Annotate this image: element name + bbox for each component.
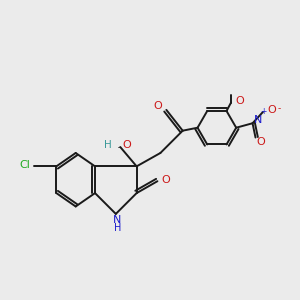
Text: .: . [117, 138, 121, 151]
Text: O: O [268, 105, 276, 115]
Text: O: O [235, 96, 244, 106]
Text: O: O [256, 137, 265, 147]
Text: +: + [261, 107, 267, 116]
Text: O: O [122, 140, 131, 150]
Text: O: O [161, 175, 170, 185]
Text: H: H [114, 223, 121, 233]
Text: -: - [278, 104, 281, 113]
Text: O: O [154, 101, 162, 111]
Text: N: N [113, 215, 122, 225]
Text: N: N [254, 115, 262, 125]
Text: Cl: Cl [19, 160, 30, 170]
Text: H: H [104, 140, 112, 150]
